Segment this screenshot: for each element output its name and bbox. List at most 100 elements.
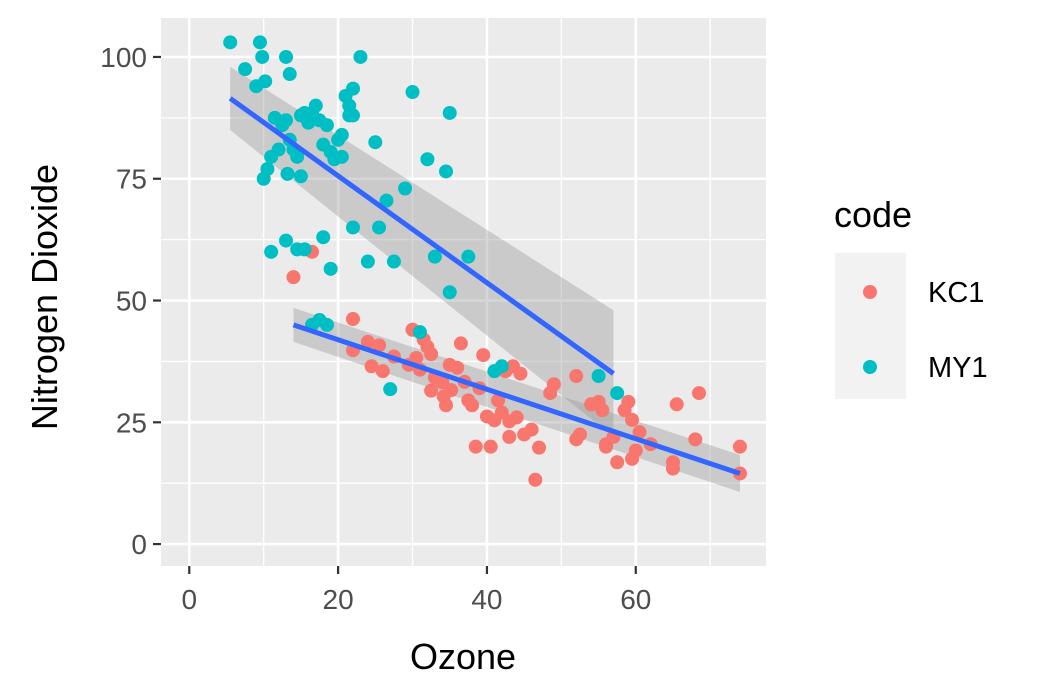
data-point-kc1 [632, 425, 647, 440]
data-point-my1 [280, 166, 295, 181]
data-point-kc1 [610, 455, 625, 470]
x-tick-label: 0 [181, 584, 197, 615]
legend-label-kc1: KC1 [928, 277, 984, 309]
axis-ticks: 0 20 40 60 0 25 50 75 100 [100, 42, 651, 615]
data-point-my1 [223, 35, 238, 50]
data-point-kc1 [628, 443, 643, 458]
x-tick-label: 60 [620, 584, 651, 615]
data-point-kc1 [424, 383, 439, 398]
y-axis-title: Nitrogen Dioxide [24, 164, 65, 430]
trend-lines [228, 96, 741, 476]
data-point-kc1 [546, 377, 561, 392]
trend-line-my1 [228, 96, 615, 376]
data-point-my1 [334, 149, 349, 164]
data-point-kc1 [439, 398, 454, 413]
data-point-kc1 [569, 369, 584, 384]
data-point-kc1 [360, 334, 375, 349]
data-point-kc1 [450, 360, 465, 375]
data-point-kc1 [465, 398, 480, 413]
data-point-kc1 [621, 394, 636, 409]
data-point-kc1 [453, 336, 468, 351]
data-point-my1 [345, 108, 360, 123]
data-point-kc1 [364, 359, 379, 374]
data-point-my1 [461, 249, 476, 264]
data-point-kc1 [345, 312, 360, 327]
x-tick-label: 20 [323, 584, 354, 615]
x-axis-title: Ozone [410, 636, 516, 677]
data-point-my1 [271, 142, 286, 157]
data-point-my1 [442, 285, 457, 300]
data-point-my1 [260, 162, 275, 177]
data-point-kc1 [502, 429, 517, 444]
data-point-kc1 [513, 366, 528, 381]
data-point-my1 [279, 113, 294, 128]
legend-label-my1: MY1 [928, 352, 988, 384]
data-point-my1 [368, 135, 383, 150]
data-point-kc1 [532, 440, 547, 455]
panel-background [161, 18, 766, 566]
data-point-my1 [379, 193, 394, 208]
data-point-my1 [316, 230, 331, 245]
data-point-my1 [610, 386, 625, 401]
data-point-my1 [412, 325, 427, 340]
data-point-my1 [420, 152, 435, 167]
data-point-my1 [372, 220, 387, 235]
y-tick-label: 0 [131, 529, 147, 560]
data-point-my1 [427, 249, 442, 264]
legend-key-background [835, 253, 906, 399]
data-point-kc1 [372, 338, 387, 353]
data-point-my1 [252, 35, 267, 50]
data-point-my1 [591, 369, 606, 384]
data-point-my1 [494, 359, 509, 374]
data-point-my1 [264, 244, 279, 259]
plot-panel [161, 18, 766, 566]
data-point-kc1 [732, 439, 747, 454]
data-point-my1 [386, 254, 401, 269]
data-point-my1 [290, 149, 305, 164]
data-point-my1 [345, 220, 360, 235]
data-point-kc1 [491, 393, 506, 408]
data-points [223, 35, 747, 487]
data-point-kc1 [595, 403, 610, 418]
data-point-kc1 [599, 439, 614, 454]
data-point-my1 [297, 242, 312, 257]
data-point-kc1 [528, 472, 543, 487]
data-point-kc1 [572, 427, 587, 442]
data-point-my1 [398, 181, 413, 196]
confidence-band-my1 [230, 66, 614, 437]
y-tick-label: 100 [100, 42, 147, 73]
data-point-kc1 [688, 432, 703, 447]
data-point-my1 [258, 74, 273, 89]
data-point-my1 [353, 49, 368, 64]
data-point-my1 [345, 81, 360, 96]
y-tick-label: 25 [116, 407, 147, 438]
data-point-kc1 [625, 412, 640, 427]
y-tick-label: 50 [116, 286, 147, 317]
data-point-my1 [282, 67, 297, 82]
x-tick-label: 40 [471, 584, 502, 615]
data-point-my1 [255, 49, 270, 64]
data-point-my1 [319, 118, 334, 133]
data-point-kc1 [444, 383, 459, 398]
data-point-my1 [439, 164, 454, 179]
legend: code KC1 MY1 [834, 194, 988, 399]
data-point-my1 [405, 85, 420, 100]
data-point-kc1 [669, 397, 684, 412]
data-point-kc1 [509, 410, 524, 425]
trend-line-kc1 [292, 322, 741, 476]
data-point-kc1 [409, 351, 424, 366]
data-point-my1 [308, 98, 323, 113]
data-point-kc1 [468, 439, 483, 454]
data-point-my1 [279, 49, 294, 64]
data-point-my1 [383, 382, 398, 397]
data-point-my1 [238, 62, 253, 77]
data-point-kc1 [286, 270, 301, 285]
data-point-kc1 [524, 422, 539, 437]
data-point-my1 [334, 127, 349, 142]
data-point-my1 [442, 105, 457, 120]
data-point-my1 [293, 169, 308, 184]
data-point-kc1 [692, 386, 707, 401]
data-point-my1 [319, 317, 334, 332]
legend-key-my1 [863, 360, 877, 374]
